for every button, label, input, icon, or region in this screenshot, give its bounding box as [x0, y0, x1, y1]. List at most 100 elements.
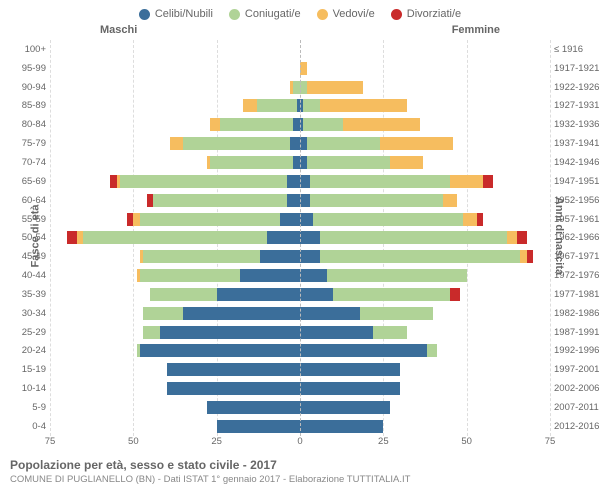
seg-cel: [300, 194, 310, 207]
bar-female: [300, 307, 550, 320]
legend-item: Divorziati/e: [391, 8, 461, 20]
bar-male: [50, 344, 300, 357]
bar-female: [300, 156, 550, 169]
birth-label: 1942-1946: [554, 157, 600, 168]
seg-con: [427, 344, 437, 357]
age-label: 45-49: [8, 251, 46, 262]
age-label: 0-4: [8, 421, 46, 432]
legend-label: Vedovi/e: [333, 8, 375, 20]
center-line: [300, 40, 301, 436]
birth-label: 1917-1921: [554, 63, 600, 74]
bar-female: [300, 269, 550, 282]
bar-male: [50, 81, 300, 94]
age-label: 5-9: [8, 402, 46, 413]
seg-ved: [450, 175, 483, 188]
birth-label: 2012-2016: [554, 421, 600, 432]
seg-con: [143, 250, 260, 263]
seg-cel: [140, 344, 300, 357]
age-label: 20-24: [8, 345, 46, 356]
age-label: 35-39: [8, 289, 46, 300]
seg-div: [477, 213, 484, 226]
age-label: 25-29: [8, 327, 46, 338]
bar-female: [300, 231, 550, 244]
bar-male: [50, 118, 300, 131]
seg-ved: [170, 137, 183, 150]
seg-div: [127, 213, 134, 226]
legend-item: Coniugati/e: [229, 8, 301, 20]
birth-label: 2002-2006: [554, 383, 600, 394]
bar-male: [50, 363, 300, 376]
birth-label: 1922-1926: [554, 82, 600, 93]
xaxis-left: 7550250: [50, 436, 300, 452]
seg-con: [320, 250, 520, 263]
age-label: 55-59: [8, 214, 46, 225]
seg-cel: [300, 175, 310, 188]
seg-con: [310, 175, 450, 188]
seg-cel: [300, 269, 327, 282]
seg-cel: [300, 401, 390, 414]
bar-male: [50, 231, 300, 244]
seg-ved: [77, 231, 84, 244]
seg-cel: [300, 250, 320, 263]
legend: Celibi/Nubili Coniugati/e Vedovi/e Divorzia…: [0, 0, 600, 24]
seg-cel: [167, 363, 300, 376]
seg-ved: [307, 81, 364, 94]
seg-cel: [300, 363, 400, 376]
seg-cel: [183, 307, 300, 320]
xtick: 75: [545, 436, 556, 447]
seg-cel: [267, 231, 300, 244]
seg-cel: [260, 250, 300, 263]
legend-swatch: [229, 9, 240, 20]
bar-male: [50, 401, 300, 414]
legend-swatch: [391, 9, 402, 20]
seg-cel: [300, 288, 333, 301]
seg-con: [143, 307, 183, 320]
birth-label: 1937-1941: [554, 138, 600, 149]
right-header: Femmine: [452, 24, 500, 36]
birth-label: 1982-1986: [554, 308, 600, 319]
seg-ved: [390, 156, 423, 169]
bar-male: [50, 269, 300, 282]
seg-cel: [293, 156, 300, 169]
legend-label: Celibi/Nubili: [155, 8, 213, 20]
age-label: 95-99: [8, 63, 46, 74]
seg-con: [120, 175, 287, 188]
bar-female: [300, 137, 550, 150]
bar-female: [300, 344, 550, 357]
xtick: 50: [128, 436, 139, 447]
chart-area: Fasce di età Anni di nascita 100+≤ 19169…: [0, 36, 600, 436]
bar-male: [50, 213, 300, 226]
seg-con: [307, 137, 380, 150]
bar-female: [300, 420, 550, 433]
bar-female: [300, 99, 550, 112]
bar-female: [300, 43, 550, 56]
bar-male: [50, 43, 300, 56]
bar-male: [50, 99, 300, 112]
seg-cel: [300, 420, 383, 433]
seg-ved: [210, 118, 220, 131]
seg-con: [293, 81, 300, 94]
seg-con: [153, 194, 286, 207]
seg-con: [303, 118, 343, 131]
age-label: 75-79: [8, 138, 46, 149]
birth-label: 1987-1991: [554, 327, 600, 338]
birth-label: 1962-1966: [554, 232, 600, 243]
seg-ved: [463, 213, 476, 226]
bar-male: [50, 62, 300, 75]
bar-female: [300, 401, 550, 414]
bar-male: [50, 307, 300, 320]
seg-cel: [280, 213, 300, 226]
seg-div: [67, 231, 77, 244]
age-label: 15-19: [8, 364, 46, 375]
bar-female: [300, 288, 550, 301]
gender-headers: Maschi Femmine: [0, 24, 600, 36]
seg-div: [483, 175, 493, 188]
seg-con: [210, 156, 293, 169]
seg-cel: [287, 194, 300, 207]
seg-cel: [167, 382, 300, 395]
seg-cel: [217, 420, 300, 433]
seg-div: [450, 288, 460, 301]
legend-label: Divorziati/e: [407, 8, 461, 20]
seg-con: [360, 307, 433, 320]
age-label: 90-94: [8, 82, 46, 93]
